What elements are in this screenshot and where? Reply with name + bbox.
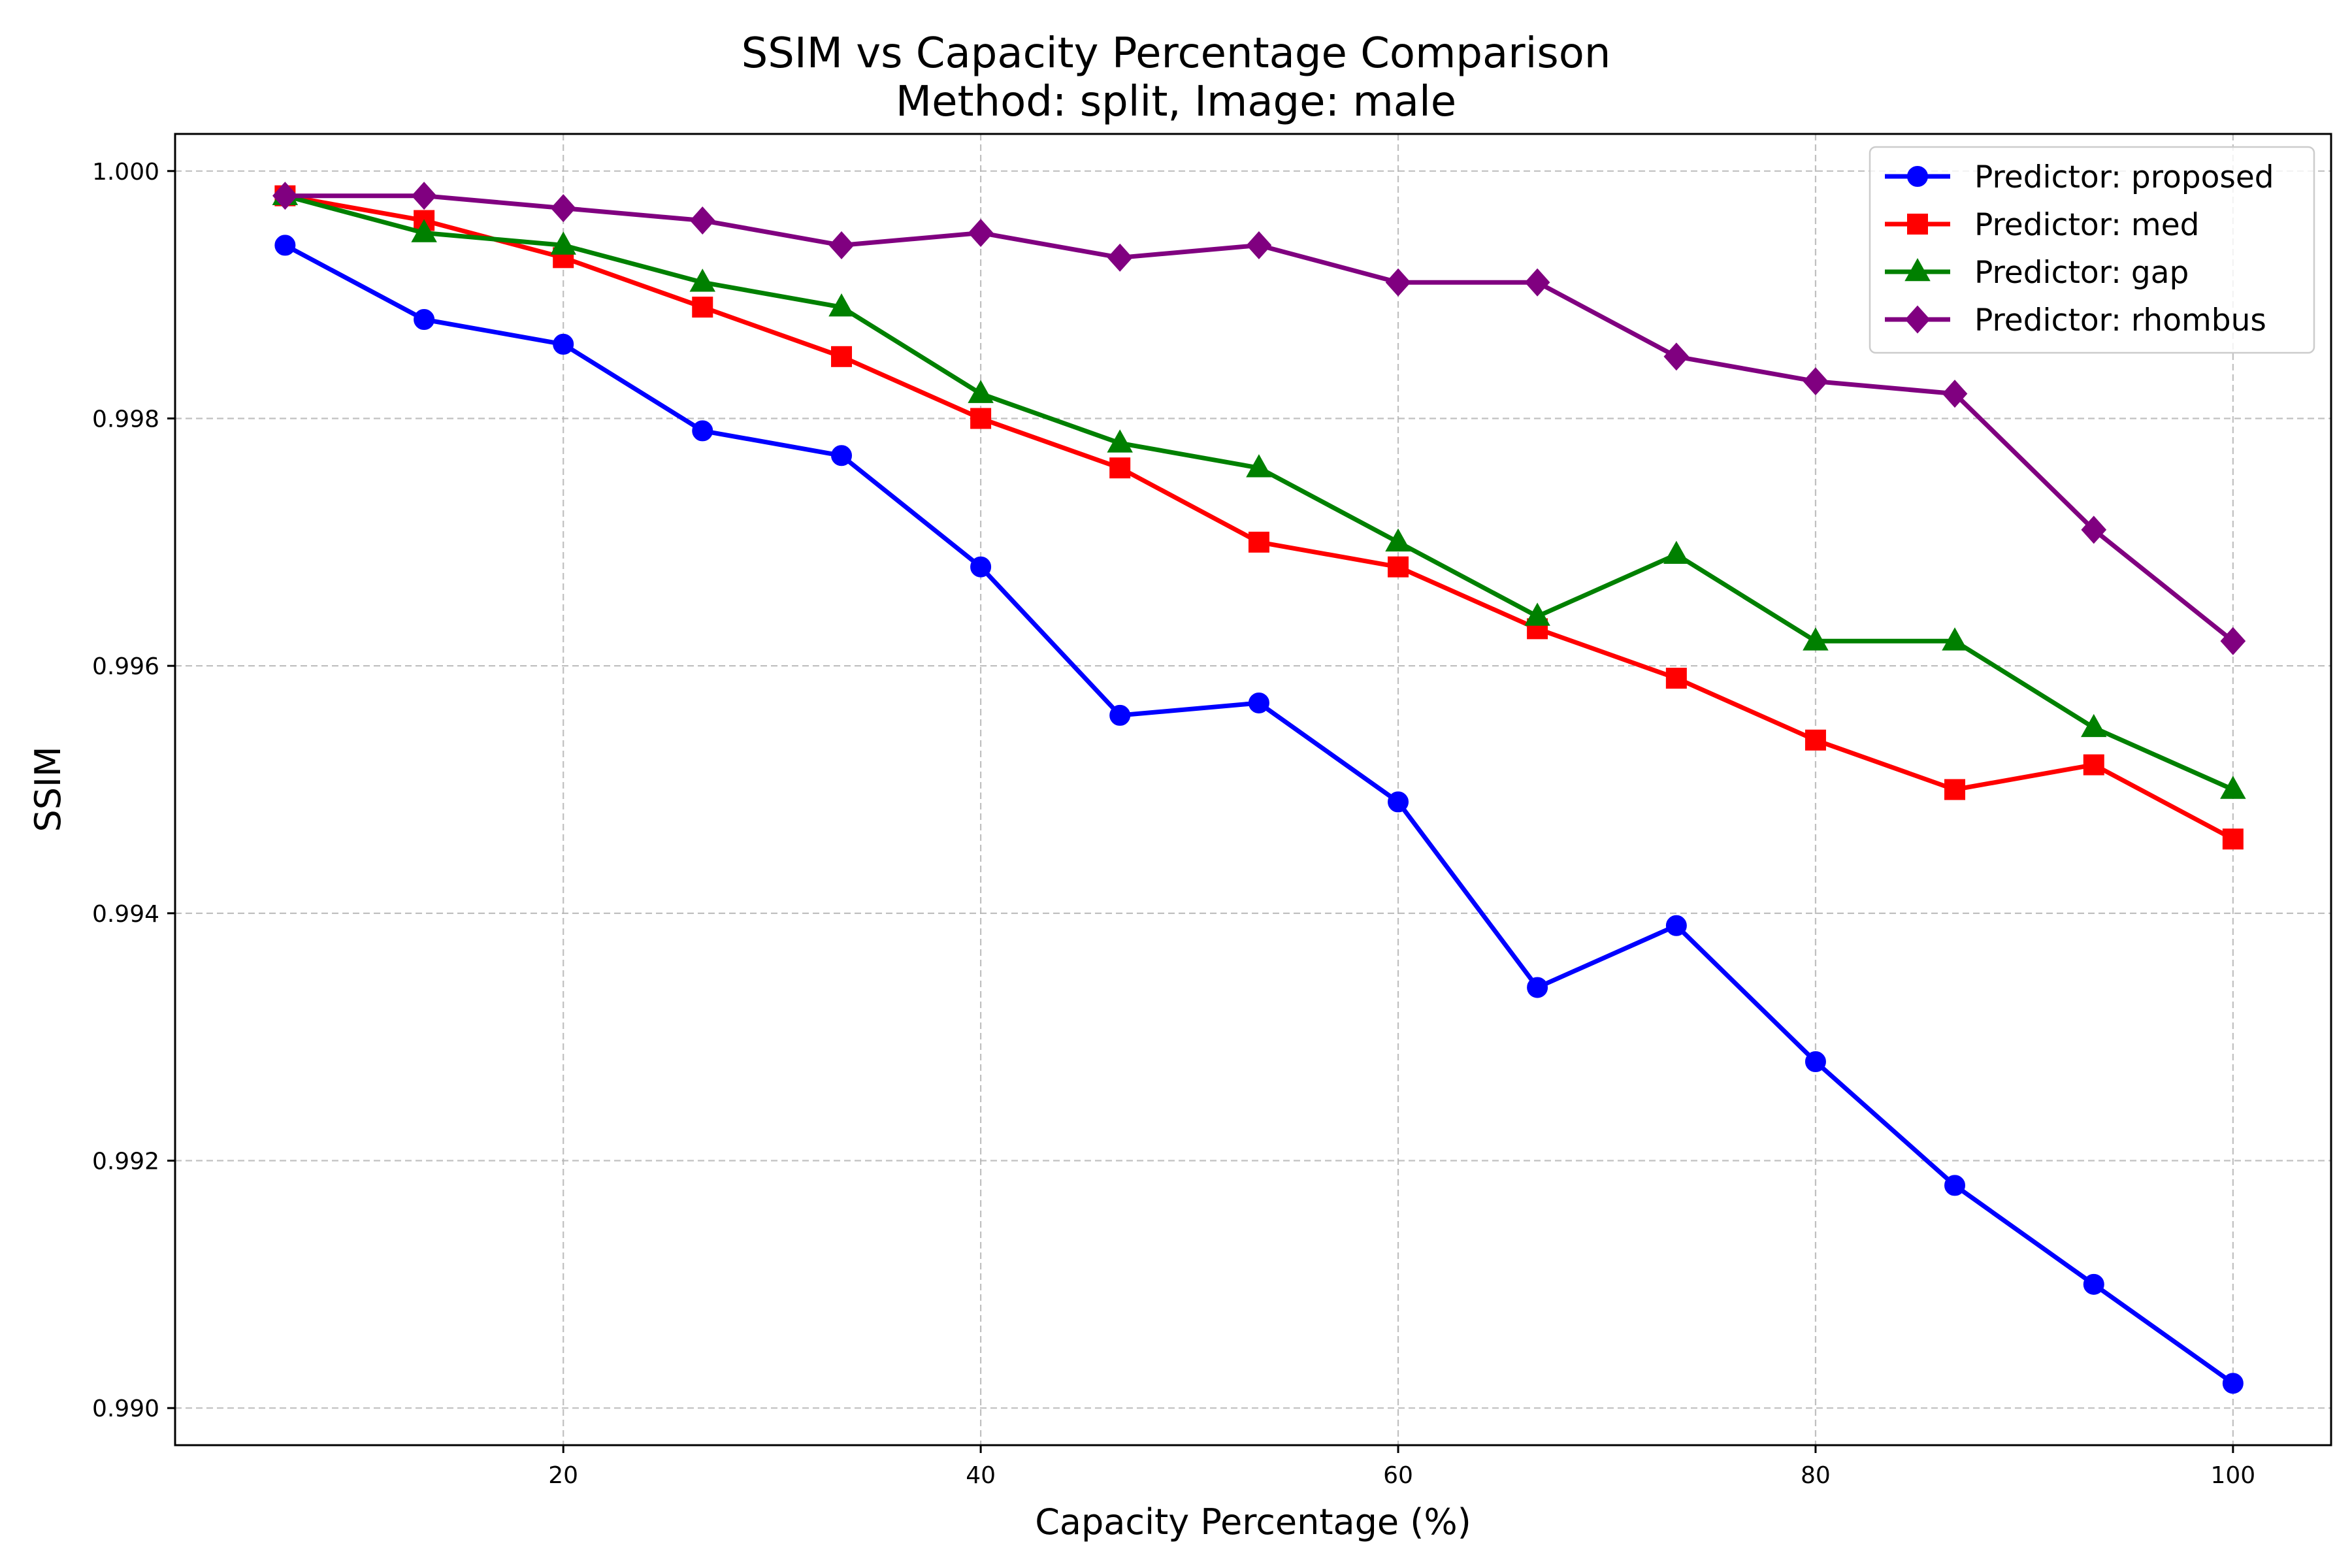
data-point-gap [1663, 540, 1690, 564]
data-point-med [1248, 531, 1269, 553]
data-point-proposed [2222, 1373, 2244, 1394]
legend-marker-med [1907, 214, 1928, 235]
series-line-proposed [282, 242, 2236, 1386]
data-point-gap [1107, 429, 1133, 453]
axis-ticks: 20 40 60 80 100 0.990 0.992 0.994 0.996 0.998 1.00… [92, 159, 2255, 1489]
data-point-proposed [274, 235, 296, 256]
data-point-rhombus [689, 206, 715, 235]
data-point-med [831, 346, 853, 367]
data-point-rhombus [1107, 243, 1133, 272]
data-point-proposed [1805, 1051, 1826, 1073]
x-axis-label: Capacity Percentage (%) [1035, 1501, 1471, 1543]
legend-item-proposed: Predictor: proposed [1885, 159, 2274, 195]
legend-label-rhombus: Predictor: rhombus [1974, 302, 2266, 338]
data-point-rhombus [968, 218, 994, 247]
y-tick-label: 1.000 [92, 159, 159, 186]
data-point-rhombus [1524, 268, 1550, 297]
y-tick-label: 0.996 [92, 653, 159, 680]
data-point-rhombus [1803, 367, 1829, 396]
chart-subtitle: Method: split, Image: male [896, 78, 1456, 126]
plot-series [272, 182, 2246, 1394]
data-point-proposed [2083, 1273, 2104, 1295]
data-point-gap [411, 219, 437, 242]
data-point-med [1665, 668, 1687, 689]
data-point-gap [1942, 627, 1968, 651]
series-proposed [274, 235, 2244, 1394]
data-point-proposed [1665, 915, 1687, 936]
data-point-proposed [1527, 977, 1548, 998]
x-tick-label: 80 [1801, 1462, 1831, 1489]
data-point-med [1944, 779, 1966, 800]
data-point-gap [1246, 454, 1272, 478]
data-point-proposed [1944, 1175, 1966, 1196]
data-point-med [970, 408, 992, 429]
legend-item-med: Predictor: med [1885, 207, 2199, 243]
y-tick-label: 0.998 [92, 406, 159, 433]
x-tick-label: 100 [2210, 1462, 2255, 1489]
data-point-proposed [414, 309, 435, 331]
data-point-rhombus [2081, 515, 2107, 544]
data-point-rhombus [550, 194, 576, 223]
legend-marker-gap [1904, 257, 1931, 282]
grid [175, 134, 2331, 1445]
x-tick-label: 40 [966, 1462, 996, 1489]
data-point-rhombus [828, 231, 855, 259]
data-point-rhombus [272, 182, 298, 210]
data-point-gap [1524, 602, 1550, 626]
data-point-med [2222, 828, 2244, 850]
plot-frame [174, 133, 2332, 1446]
legend-item-gap: Predictor: gap [1885, 255, 2189, 291]
data-point-rhombus [1385, 268, 1411, 297]
data-point-rhombus [1663, 342, 1690, 371]
data-point-gap [968, 380, 994, 403]
y-tick-label: 0.990 [92, 1396, 159, 1422]
data-point-gap [828, 293, 855, 317]
data-point-gap [2220, 776, 2246, 799]
legend-label-proposed: Predictor: proposed [1974, 159, 2274, 195]
data-point-gap [2081, 713, 2107, 738]
data-point-proposed [831, 445, 853, 466]
legend-label-gap: Predictor: gap [1974, 255, 2189, 291]
y-tick-label: 0.994 [92, 901, 159, 928]
chart-title: SSIM vs Capacity Percentage Comparison [742, 29, 1611, 78]
series-rhombus [272, 182, 2246, 655]
data-point-gap [689, 269, 716, 292]
data-point-gap [550, 231, 576, 255]
data-point-med [1805, 729, 1826, 751]
legend-box [1869, 146, 2315, 354]
legend-marker-proposed [1907, 166, 1928, 187]
data-point-proposed [692, 420, 713, 442]
data-point-gap [1803, 627, 1829, 651]
y-axis-label: SSIM [27, 746, 69, 832]
x-tick-label: 60 [1383, 1462, 1413, 1489]
data-point-med [692, 297, 713, 318]
data-point-proposed [553, 333, 574, 355]
legend-marker-rhombus [1904, 305, 1931, 334]
data-point-proposed [970, 556, 992, 578]
data-point-proposed [1248, 692, 1269, 713]
data-point-rhombus [1942, 380, 1968, 408]
data-point-med [2083, 754, 2104, 776]
legend-label-med: Predictor: med [1974, 207, 2199, 243]
legend-item-rhombus: Predictor: rhombus [1885, 302, 2266, 338]
data-point-proposed [1109, 704, 1131, 726]
data-point-rhombus [2220, 627, 2246, 655]
data-point-med [1109, 457, 1131, 479]
x-tick-label: 20 [548, 1462, 578, 1489]
data-point-rhombus [411, 182, 437, 210]
y-tick-label: 0.992 [92, 1149, 159, 1175]
data-point-rhombus [1246, 231, 1272, 259]
legend: Predictor: proposed Predictor: med Predict… [1869, 146, 2315, 354]
data-point-gap [1385, 528, 1411, 552]
data-point-proposed [1388, 791, 1409, 813]
data-point-med [1388, 556, 1409, 578]
